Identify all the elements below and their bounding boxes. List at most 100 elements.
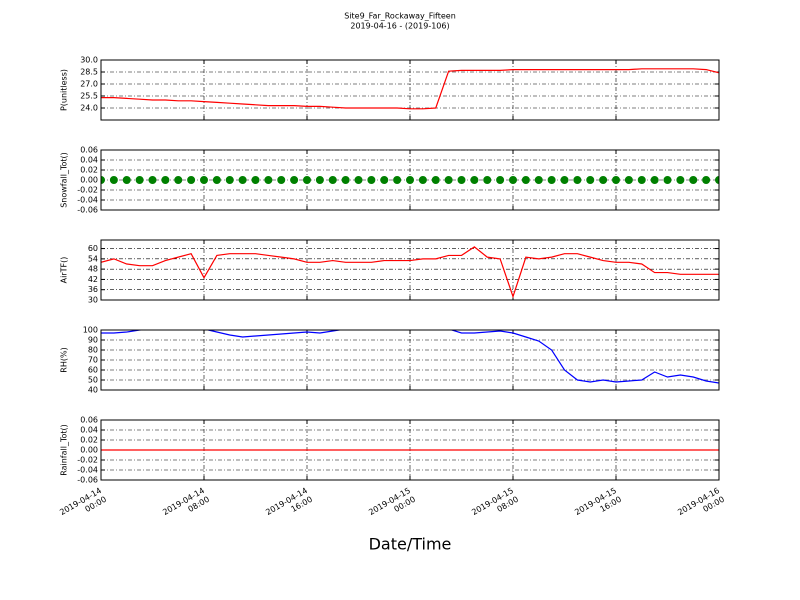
data-point xyxy=(187,176,196,184)
data-point xyxy=(676,176,685,184)
chart-subtitle: 2019-04-16 - (2019-106) xyxy=(350,22,449,31)
y-tick-label: 0.04 xyxy=(80,156,98,165)
data-point xyxy=(612,176,620,184)
data-point xyxy=(689,176,698,184)
y-tick-label: 60 xyxy=(88,366,98,375)
data-point xyxy=(174,176,183,184)
y-tick-label: 25.5 xyxy=(80,92,98,101)
data-point xyxy=(109,176,118,184)
y-tick-label: 36 xyxy=(88,285,98,294)
data-point xyxy=(341,176,350,184)
data-point xyxy=(101,176,105,184)
data-point xyxy=(315,176,324,184)
data-point xyxy=(637,176,646,184)
data-point xyxy=(212,176,221,184)
y-tick-label: 0.00 xyxy=(80,446,98,455)
data-point xyxy=(135,176,144,184)
data-point xyxy=(573,176,582,184)
y-tick-label: -0.02 xyxy=(77,456,98,465)
data-point xyxy=(702,176,711,184)
y-axis-label: P(unitless) xyxy=(60,69,69,111)
data-line xyxy=(101,68,719,110)
chart-title: Site9_Far_Rockaway_Fifteen xyxy=(344,12,456,21)
data-point xyxy=(521,176,530,184)
data-point xyxy=(406,176,414,184)
data-point xyxy=(586,176,595,184)
y-tick-label: 70 xyxy=(88,356,98,365)
y-tick-label: -0.02 xyxy=(77,186,98,195)
axes-frame xyxy=(100,239,720,301)
y-tick-label: 30.0 xyxy=(80,56,98,65)
y-tick-label: 30 xyxy=(88,296,98,305)
data-point xyxy=(238,176,247,184)
data-point xyxy=(715,176,719,184)
data-point xyxy=(599,176,608,184)
y-tick-label: 0.02 xyxy=(80,436,98,445)
y-tick-label: -0.04 xyxy=(77,466,98,475)
data-point xyxy=(418,176,427,184)
data-point xyxy=(483,176,492,184)
data-point xyxy=(509,176,517,184)
y-tick-label: 42 xyxy=(88,275,98,284)
y-tick-label: 60 xyxy=(88,244,98,253)
data-point xyxy=(122,176,131,184)
data-point xyxy=(663,176,672,184)
y-tick-label: 100 xyxy=(83,326,98,335)
data-point xyxy=(290,176,299,184)
data-point xyxy=(380,176,389,184)
data-point xyxy=(367,176,376,184)
data-point xyxy=(560,176,569,184)
y-tick-label: 90 xyxy=(88,336,98,345)
x-axis-label: Date/Time xyxy=(369,535,452,554)
data-point xyxy=(547,176,556,184)
data-point xyxy=(457,176,466,184)
data-point xyxy=(496,176,505,184)
plot-area xyxy=(101,246,719,299)
plot-area xyxy=(101,68,719,110)
axes-frame xyxy=(100,329,720,391)
y-tick-label: 0.04 xyxy=(80,426,98,435)
y-tick-label: -0.06 xyxy=(77,206,98,215)
data-point xyxy=(624,176,633,184)
axes-frame xyxy=(100,149,720,211)
data-point xyxy=(444,176,453,184)
data-point xyxy=(534,176,543,184)
y-tick-label: 24.0 xyxy=(80,104,98,113)
data-point xyxy=(264,176,273,184)
y-tick-label: -0.06 xyxy=(77,476,98,485)
y-tick-label: 0.06 xyxy=(80,146,98,155)
y-axis-label: AirTF() xyxy=(60,257,69,284)
data-point xyxy=(148,176,157,184)
y-axis-label: Rainfall_Tot() xyxy=(60,424,69,476)
data-point xyxy=(431,176,440,184)
axes-frame xyxy=(100,419,720,481)
y-tick-label: 80 xyxy=(88,346,98,355)
axes-frame xyxy=(100,59,720,121)
y-tick-label: 50 xyxy=(88,376,98,385)
y-tick-label: 28.5 xyxy=(80,68,98,77)
y-tick-label: 48 xyxy=(88,265,98,274)
data-point xyxy=(161,176,170,184)
y-tick-label: 27.0 xyxy=(80,80,98,89)
plot-area xyxy=(101,330,719,384)
data-line xyxy=(101,246,719,299)
data-point xyxy=(303,176,311,184)
y-tick-label: 0.06 xyxy=(80,416,98,425)
y-axis-label: RH(%) xyxy=(60,347,69,372)
data-line xyxy=(101,330,719,384)
y-tick-label: 40 xyxy=(88,386,98,395)
y-tick-label: 54 xyxy=(88,254,98,263)
data-point xyxy=(200,176,208,184)
data-point xyxy=(328,176,337,184)
data-point xyxy=(470,176,479,184)
plot-area xyxy=(101,176,719,184)
data-point xyxy=(650,176,659,184)
y-axis-label: Snowfall_Tot() xyxy=(60,152,69,208)
data-point xyxy=(277,176,286,184)
data-point xyxy=(393,176,402,184)
data-point xyxy=(251,176,260,184)
y-tick-label: 0.00 xyxy=(80,176,98,185)
y-tick-label: -0.04 xyxy=(77,196,98,205)
